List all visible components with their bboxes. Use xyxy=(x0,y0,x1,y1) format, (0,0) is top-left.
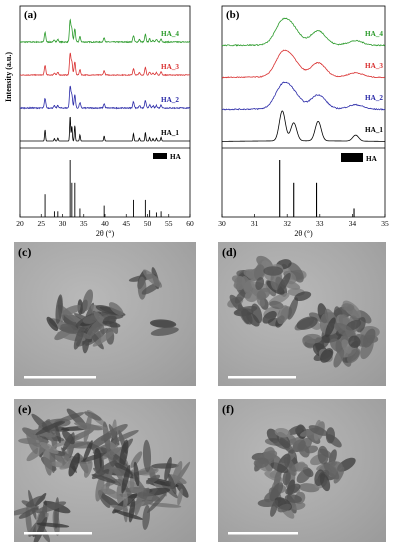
x-axis-label: 2θ (°) xyxy=(96,229,115,238)
particle-cluster xyxy=(14,408,191,542)
x-tick-label: 45 xyxy=(123,219,131,228)
x-tick-label: 35 xyxy=(381,219,389,228)
series-line-ha_1 xyxy=(221,110,386,142)
tem-image-f: (f) xyxy=(218,399,386,542)
x-tick-label: 25 xyxy=(38,219,46,228)
series-label-ha_4: HA_4 xyxy=(161,30,179,38)
reference-legend-label: HA xyxy=(170,153,182,161)
x-tick-label: 20 xyxy=(16,219,24,228)
tem-image-e: (e) xyxy=(14,399,196,542)
series-line-ha_3 xyxy=(221,49,386,79)
x-axis-label: 2θ (°) xyxy=(294,229,313,238)
x-tick-label: 55 xyxy=(165,219,173,228)
tem-image-d: (d) xyxy=(218,242,386,386)
panel-label-b: (b) xyxy=(226,9,240,21)
scale-bar xyxy=(228,532,298,535)
series-line-ha_2 xyxy=(221,81,386,111)
xrd-charts: (a) 20 25 30 35 40 45 50 55 60 2θ (°) Intensity (a.… xyxy=(4,5,389,238)
x-tick-label: 33 xyxy=(316,219,324,228)
x-tick-label: 34 xyxy=(349,219,357,228)
tem-label-c: (c) xyxy=(18,245,32,259)
chart-b: (b) 30 31 32 33 34 35 2θ (°) HA_4 HA_3 HA_2 HA_1 HA xyxy=(218,5,389,238)
tem-image-c: (c) xyxy=(14,242,196,386)
x-tick-label: 32 xyxy=(283,219,291,228)
tem-label-f: (f) xyxy=(222,402,234,416)
x-tick-label: 40 xyxy=(101,219,109,228)
scale-bar xyxy=(24,532,92,535)
series-line-ha_3 xyxy=(19,52,191,77)
series-label-ha_3: HA_3 xyxy=(365,62,383,70)
series-label-ha_1: HA_1 xyxy=(365,126,383,134)
particle-cluster xyxy=(228,419,356,535)
x-tick-label: 35 xyxy=(80,219,88,228)
reference-legend-label: HA xyxy=(366,155,378,163)
x-tick-label: 30 xyxy=(59,219,67,228)
chart-a: (a) 20 25 30 35 40 45 50 55 60 2θ (°) Intensity (a.… xyxy=(4,5,194,238)
panel-label-a: (a) xyxy=(24,9,37,21)
tem-label-e: (e) xyxy=(18,402,32,416)
scale-bar xyxy=(24,376,96,379)
reference-legend-swatch xyxy=(341,153,363,162)
x-tick-label: 30 xyxy=(218,219,226,228)
x-tick-label: 60 xyxy=(186,219,194,228)
series-line-ha_1 xyxy=(20,116,190,142)
series-line-ha_4 xyxy=(221,17,386,47)
x-tick-label: 31 xyxy=(251,219,259,228)
x-tick-label: 50 xyxy=(144,219,152,228)
series-label-ha_2: HA_2 xyxy=(161,96,179,104)
plot-frame xyxy=(221,5,386,218)
series-label-ha_4: HA_4 xyxy=(365,30,383,38)
series-label-ha_3: HA_3 xyxy=(161,63,179,71)
y-axis-label: Intensity (a.u.) xyxy=(4,52,13,102)
series-label-ha_1: HA_1 xyxy=(161,129,179,137)
particle-cluster xyxy=(227,255,380,379)
series-label-ha_2: HA_2 xyxy=(365,94,383,102)
particle-cluster xyxy=(24,267,179,379)
scale-bar xyxy=(228,376,296,379)
series-line-ha_2 xyxy=(19,85,191,110)
series-line-ha_4 xyxy=(19,18,191,44)
reference-legend-swatch xyxy=(153,153,167,159)
tem-label-d: (d) xyxy=(222,245,237,259)
